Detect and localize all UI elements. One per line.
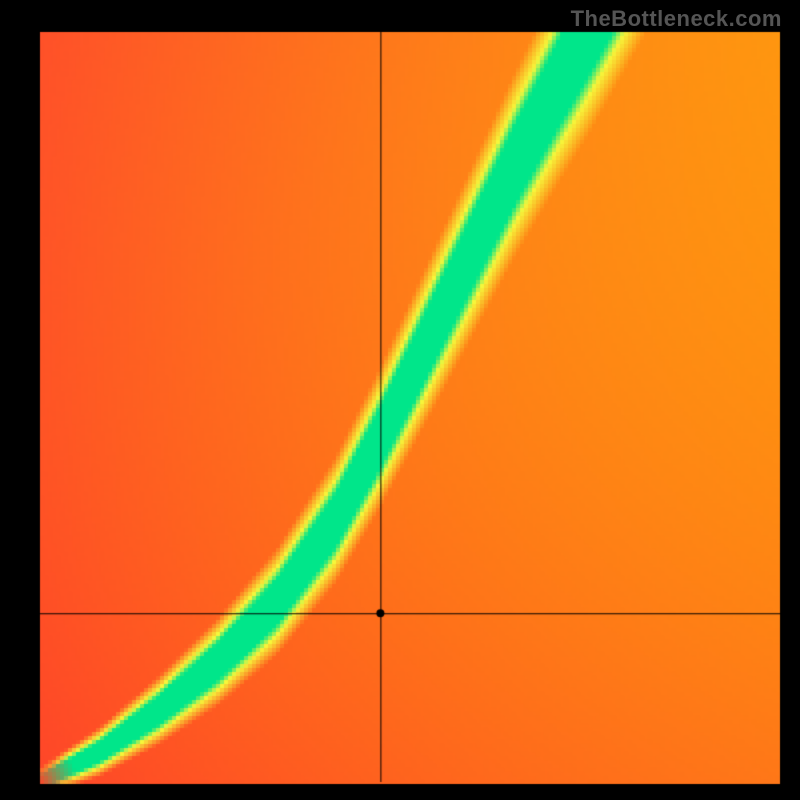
watermark-text: TheBottleneck.com	[571, 6, 782, 32]
root-container: TheBottleneck.com	[0, 0, 800, 800]
heatmap-canvas	[0, 0, 800, 800]
